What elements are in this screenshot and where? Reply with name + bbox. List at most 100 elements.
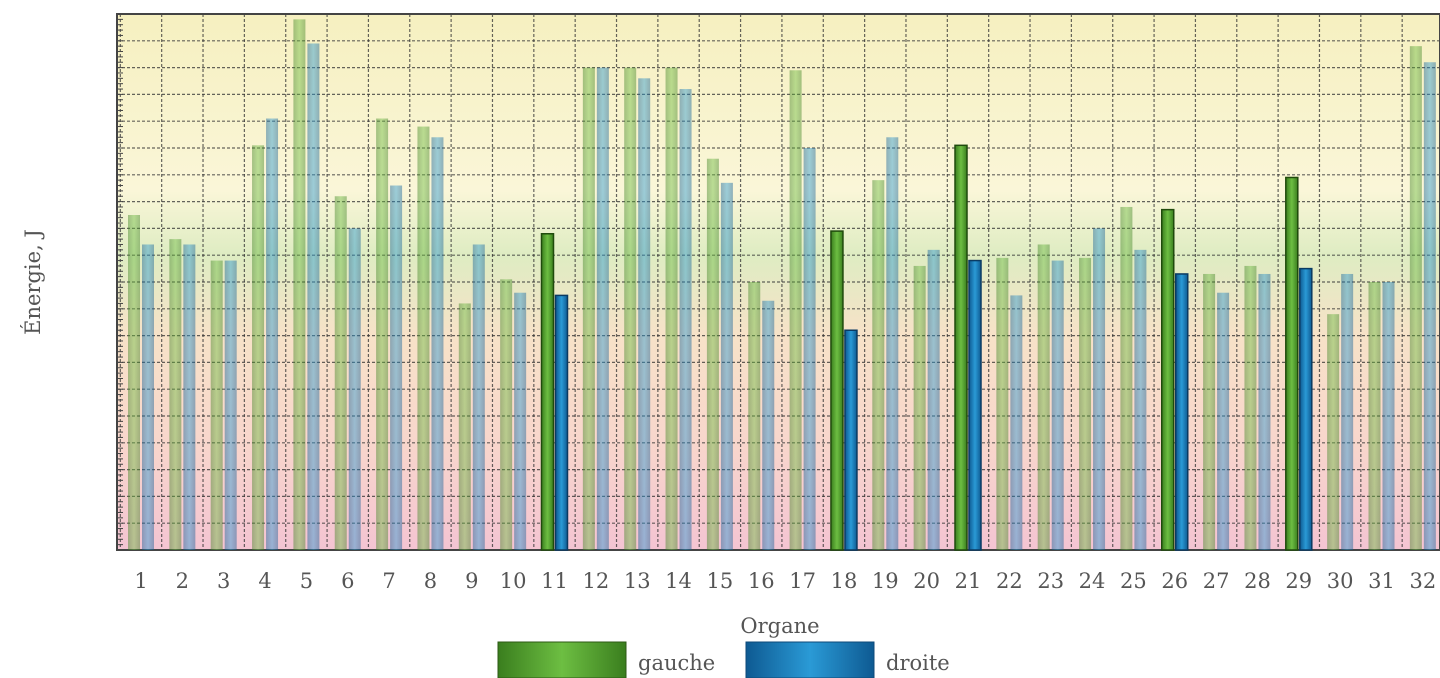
bar-droite-1: [142, 244, 154, 551]
bar-droite-11: [554, 294, 569, 551]
bar-gauche-4: [252, 145, 265, 550]
bar-gauche-24: [1079, 257, 1092, 550]
x-tick-label: 20: [913, 569, 940, 593]
x-tick-label: 21: [955, 569, 982, 593]
bar-droite-7: [390, 185, 403, 550]
bar-gauche-25: [1120, 206, 1133, 550]
bar-gauche-5: [293, 19, 306, 551]
x-tick-label: 27: [1203, 569, 1230, 593]
x-tick-label: 32: [1409, 569, 1436, 593]
x-tick-label: 24: [1079, 569, 1106, 593]
legend-swatch-droite: [745, 641, 875, 678]
x-tick-label: 4: [258, 569, 271, 593]
bar-droite-15: [720, 182, 733, 550]
bar-droite-21: [968, 259, 982, 551]
x-tick-label: 12: [582, 569, 609, 593]
bar-gauche-13: [624, 67, 637, 550]
bar-droite-5: [307, 43, 320, 550]
bar-gauche-23: [1037, 244, 1050, 551]
x-tick-label: 9: [465, 569, 478, 593]
bar-gauche-7: [376, 118, 389, 551]
bar-droite-27: [1217, 292, 1230, 550]
legend: gauche droite: [497, 641, 950, 678]
bar-gauche-20: [913, 265, 926, 550]
bar-droite-30: [1341, 273, 1354, 550]
bar-droite-10: [514, 292, 527, 550]
x-tick-label: 19: [872, 569, 899, 593]
bar-gauche-32: [1409, 46, 1422, 550]
bar-droite-29: [1299, 267, 1313, 551]
legend-label-droite: droite: [886, 651, 950, 675]
bar-gauche-6: [334, 196, 347, 551]
bar-gauche-8: [417, 126, 430, 550]
bar-gauche-29: [1285, 176, 1299, 551]
bar-droite-23: [1051, 260, 1064, 550]
bar-gauche-19: [872, 180, 885, 550]
bar-gauche-27: [1203, 273, 1216, 550]
bar-droite-6: [348, 228, 361, 550]
bar-droite-2: [183, 244, 196, 551]
bar-droite-17: [803, 148, 816, 550]
x-tick-label: 17: [789, 569, 816, 593]
bar-gauche-15: [706, 158, 719, 550]
bar-gauche-3: [210, 260, 223, 550]
bar-droite-3: [224, 260, 237, 550]
x-tick-label: 8: [424, 569, 437, 593]
bar-gauche-30: [1327, 314, 1340, 550]
x-tick-label: 10: [500, 569, 527, 593]
bar-droite-31: [1382, 282, 1395, 550]
bar-gauche-14: [665, 67, 678, 550]
x-tick-label: 26: [1161, 569, 1188, 593]
x-tick-label: 30: [1327, 569, 1354, 593]
x-tick-label: 18: [831, 569, 858, 593]
bar-gauche-12: [582, 67, 595, 550]
x-tick-label: 6: [341, 569, 354, 593]
bar-gauche-31: [1368, 282, 1381, 550]
legend-swatch-gauche: [497, 641, 627, 678]
legend-label-gauche: gauche: [638, 651, 715, 675]
bar-gauche-16: [748, 282, 761, 550]
y-axis-title: Énergie, J: [21, 229, 45, 335]
bar-gauche-17: [789, 70, 802, 550]
bar-gauche-18: [830, 230, 844, 551]
bar-gauche-26: [1161, 208, 1175, 551]
x-tick-label: 23: [1037, 569, 1064, 593]
x-tick-label: 28: [1244, 569, 1271, 593]
bar-gauche-10: [500, 279, 513, 550]
x-tick-label: 15: [707, 569, 734, 593]
x-tick-label: 13: [624, 569, 651, 593]
bar-droite-26: [1175, 273, 1189, 551]
x-tick-labels: 1 2 3 4 5 6 7 8 9 10 11 12 13 14 15 16 17 18 19 20 21 22 23 24 2…: [134, 569, 1436, 593]
bar-droite-13: [638, 78, 651, 550]
bar-droite-28: [1258, 273, 1271, 550]
bar-droite-20: [927, 249, 940, 550]
bar-droite-25: [1134, 249, 1147, 550]
x-tick-label: 14: [665, 569, 692, 593]
bar-gauche-2: [169, 239, 182, 550]
bar-droite-16: [762, 300, 775, 550]
bar-droite-24: [1093, 228, 1106, 550]
x-tick-label: 5: [300, 569, 313, 593]
bar-droite-22: [1010, 295, 1023, 550]
bar-droite-18: [844, 329, 858, 551]
bar-gauche-21: [954, 144, 968, 551]
x-tick-label: 2: [176, 569, 189, 593]
bar-gauche-28: [1244, 265, 1257, 550]
x-tick-label: 31: [1368, 569, 1395, 593]
x-tick-label: 16: [748, 569, 775, 593]
bars: [128, 19, 1436, 551]
x-axis-title: Organe: [740, 614, 819, 638]
x-tick-label: 29: [1285, 569, 1312, 593]
x-tick-label: 25: [1120, 569, 1147, 593]
x-tick-label: 3: [217, 569, 230, 593]
x-tick-label: 1: [134, 569, 147, 593]
bar-gauche-9: [458, 303, 471, 550]
bar-droite-8: [431, 137, 444, 550]
x-tick-label: 7: [382, 569, 395, 593]
bar-droite-9: [472, 244, 485, 551]
bar-gauche-22: [996, 257, 1009, 550]
bar-droite-12: [596, 67, 609, 550]
x-tick-label: 22: [996, 569, 1023, 593]
x-tick-label: 11: [541, 569, 568, 593]
